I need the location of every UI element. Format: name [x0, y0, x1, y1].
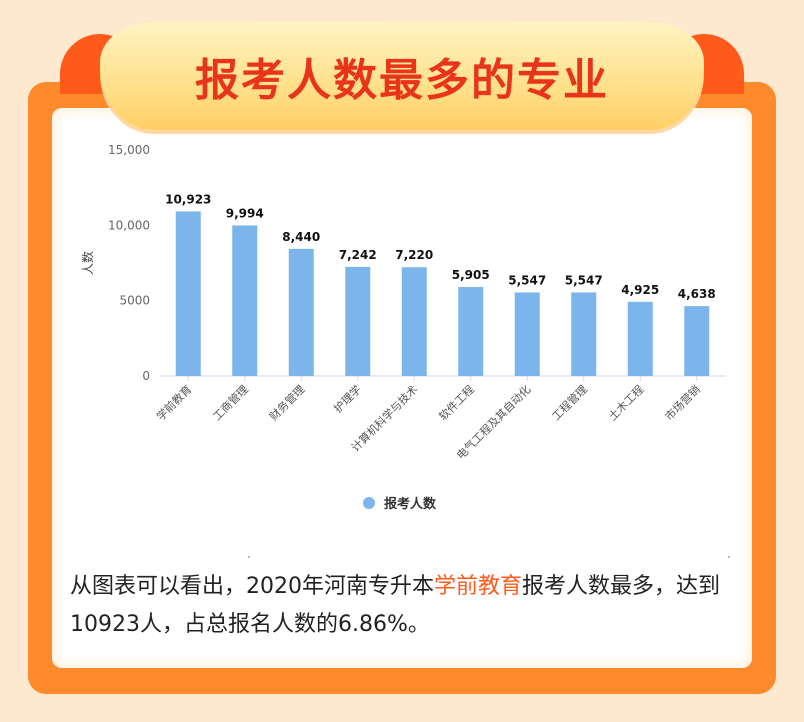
title-banner	[100, 22, 704, 130]
data-label: 4,925	[621, 283, 659, 297]
bar	[627, 301, 653, 376]
data-label: 5,547	[565, 273, 603, 287]
y-tick-label: 10,000	[108, 218, 150, 232]
data-label: 5,547	[508, 273, 546, 287]
x-tick-label: 工商管理	[210, 382, 251, 423]
x-tick-label: 护理学	[331, 382, 364, 415]
bar	[232, 225, 258, 376]
legend-label: 报考人数	[384, 496, 437, 512]
x-tick-label: 财务管理	[266, 382, 307, 423]
bar	[345, 266, 371, 376]
y-axis-label: 人数	[80, 251, 95, 275]
data-label: 7,242	[339, 248, 377, 262]
page-title: 报考人数最多的专业	[195, 55, 609, 106]
caption-highlight: 学前教育	[434, 574, 523, 599]
x-tick-label: 土木工程	[606, 383, 646, 423]
data-label: 7,220	[395, 248, 433, 262]
x-tick-label: 市场营销	[662, 382, 703, 423]
caption-text: 从图表可以看出，2020年河南专升本学前教育报考人数最多，达到10923人，占总…	[70, 568, 750, 644]
x-tick-label: 软件工程	[436, 382, 477, 423]
x-tick-label: 学前教育	[153, 382, 194, 423]
data-label: 10,923	[165, 192, 211, 206]
caption-part1: 从图表可以看出，2020年河南专升本	[70, 574, 434, 599]
legend-marker	[363, 497, 375, 509]
y-tick-label: 5000	[119, 294, 150, 308]
bar	[514, 292, 540, 376]
bar	[458, 287, 484, 376]
data-label: 8,440	[282, 230, 320, 244]
chart-card	[52, 108, 752, 668]
x-tick-label: 工程管理	[549, 382, 590, 423]
data-label: 5,905	[452, 268, 490, 282]
bar	[401, 267, 427, 376]
divider-dot	[728, 556, 730, 558]
bar	[175, 211, 201, 376]
divider-dot	[248, 556, 250, 558]
y-tick-label: 15,000	[108, 143, 150, 157]
bar	[288, 248, 314, 376]
data-label: 4,638	[678, 287, 716, 301]
bar	[684, 306, 710, 376]
data-label: 9,994	[226, 206, 264, 220]
caption-part2: 报考人数最多，达到10923人，占总报名人数的6.86%。	[70, 574, 721, 637]
bar	[571, 292, 597, 376]
y-tick-label: 0	[142, 369, 150, 383]
